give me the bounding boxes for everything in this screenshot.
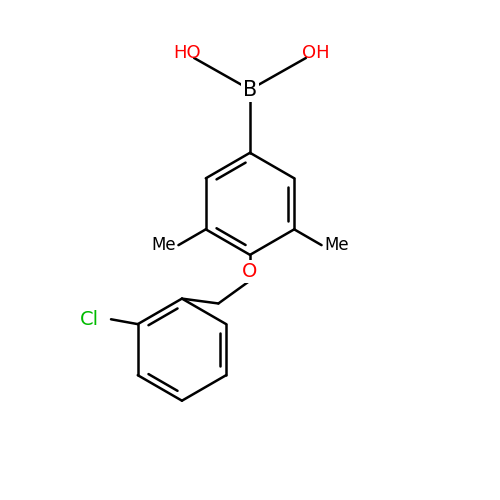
Text: HO: HO	[173, 44, 201, 62]
Text: Cl: Cl	[80, 310, 99, 329]
Text: Me: Me	[324, 236, 348, 254]
Text: Me: Me	[152, 236, 176, 254]
Text: B: B	[243, 80, 257, 100]
Text: OH: OH	[302, 44, 330, 62]
Text: O: O	[242, 262, 258, 281]
